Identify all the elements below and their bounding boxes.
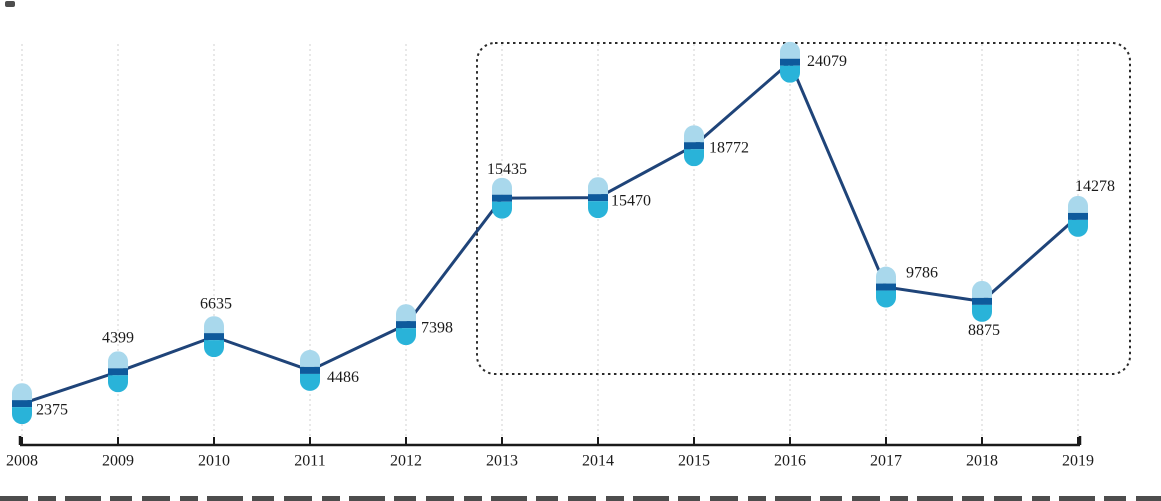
marker-top-half <box>1068 195 1088 213</box>
marker-center-band <box>108 368 128 376</box>
year-label: 2019 <box>1062 453 1094 470</box>
year-label: 2012 <box>390 453 422 470</box>
marker-top-half <box>108 351 128 369</box>
marker-bottom-half <box>588 201 608 219</box>
data-label: 14278 <box>1075 178 1115 195</box>
marker-center-band <box>12 400 32 408</box>
marker-top-half <box>12 383 32 401</box>
marker-center-band <box>492 194 512 202</box>
marker-top-half <box>588 177 608 195</box>
marker-top-half <box>972 280 992 298</box>
data-point-marker <box>300 349 320 391</box>
year-label: 2015 <box>678 453 710 470</box>
data-point-marker <box>780 41 800 83</box>
marker-bottom-half <box>12 407 32 425</box>
data-label: 15470 <box>611 192 651 209</box>
data-point-marker <box>684 125 704 167</box>
marker-bottom-half <box>108 375 128 393</box>
data-point-marker <box>876 266 896 308</box>
marker-top-half <box>204 316 224 334</box>
marker-center-band <box>972 297 992 305</box>
data-label: 6635 <box>200 295 232 312</box>
data-label: 15435 <box>487 161 527 178</box>
marker-bottom-half <box>492 201 512 219</box>
marker-top-half <box>300 349 320 367</box>
marker-top-half <box>492 177 512 195</box>
highlight-box <box>476 42 1131 375</box>
year-label: 2018 <box>966 453 998 470</box>
year-label: 2014 <box>582 453 614 470</box>
data-label: 4399 <box>102 329 134 346</box>
marker-center-band <box>780 58 800 66</box>
marker-bottom-half <box>780 65 800 83</box>
marker-center-band <box>204 333 224 341</box>
data-label: 4486 <box>327 369 359 386</box>
marker-top-half <box>876 266 896 284</box>
marker-top-half <box>780 41 800 59</box>
data-point-marker <box>1068 195 1088 237</box>
marker-center-band <box>876 283 896 291</box>
year-label: 2009 <box>102 453 134 470</box>
data-label: 24079 <box>807 53 847 70</box>
data-point-marker <box>12 383 32 425</box>
marker-bottom-half <box>204 340 224 358</box>
marker-bottom-half <box>684 149 704 167</box>
marker-center-band <box>396 321 416 329</box>
year-label: 2017 <box>870 453 902 470</box>
data-point-marker <box>588 177 608 219</box>
marker-center-band <box>588 194 608 202</box>
marker-center-band <box>300 366 320 374</box>
data-point-marker <box>972 280 992 322</box>
data-label: 18772 <box>709 139 749 156</box>
data-point-marker <box>492 177 512 219</box>
data-point-marker <box>396 304 416 346</box>
data-label: 8875 <box>968 322 1000 339</box>
year-label: 2013 <box>486 453 518 470</box>
marker-center-band <box>1068 212 1088 220</box>
marker-bottom-half <box>300 373 320 391</box>
data-point-marker <box>108 351 128 393</box>
marker-top-half <box>396 304 416 322</box>
corner-artifact-mark <box>5 1 15 7</box>
trend-line <box>20 60 1080 406</box>
marker-bottom-half <box>876 290 896 308</box>
marker-top-half <box>684 125 704 143</box>
data-label: 9786 <box>906 265 938 282</box>
year-label: 2010 <box>198 453 230 470</box>
year-label: 2016 <box>774 453 806 470</box>
marker-bottom-half <box>1068 219 1088 237</box>
data-label: 7398 <box>421 319 453 336</box>
year-label: 2011 <box>294 453 325 470</box>
marker-bottom-half <box>396 328 416 346</box>
year-label: 2008 <box>6 453 38 470</box>
marker-bottom-half <box>972 304 992 322</box>
data-point-marker <box>204 316 224 358</box>
data-label: 2375 <box>36 401 68 418</box>
marker-center-band <box>684 142 704 150</box>
